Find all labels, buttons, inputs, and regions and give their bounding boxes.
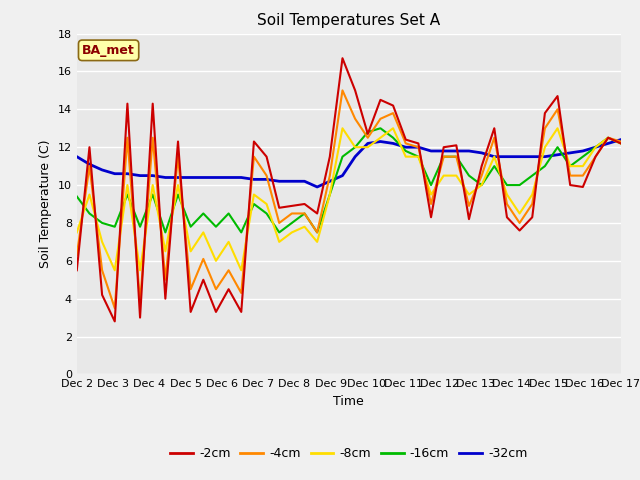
Text: BA_met: BA_met xyxy=(82,44,135,57)
Y-axis label: Soil Temperature (C): Soil Temperature (C) xyxy=(39,140,52,268)
X-axis label: Time: Time xyxy=(333,395,364,408)
Legend: -2cm, -4cm, -8cm, -16cm, -32cm: -2cm, -4cm, -8cm, -16cm, -32cm xyxy=(165,442,532,465)
Title: Soil Temperatures Set A: Soil Temperatures Set A xyxy=(257,13,440,28)
